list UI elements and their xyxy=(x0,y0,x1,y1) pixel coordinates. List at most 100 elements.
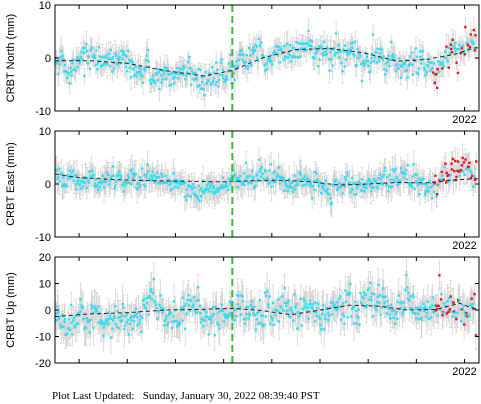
data-point xyxy=(101,56,104,59)
data-point xyxy=(289,44,292,47)
data-point xyxy=(151,170,154,173)
data-point xyxy=(270,60,273,63)
data-point xyxy=(389,178,392,182)
data-point xyxy=(360,178,364,181)
data-point xyxy=(62,57,65,61)
data-point xyxy=(369,61,373,64)
data-point xyxy=(256,174,259,177)
data-point xyxy=(167,72,170,76)
data-point xyxy=(66,175,70,179)
data-point xyxy=(155,175,159,179)
data-point xyxy=(200,75,204,79)
data-point xyxy=(293,174,296,177)
data-point xyxy=(280,179,284,183)
data-point xyxy=(408,63,411,67)
data-point xyxy=(470,40,474,44)
data-point xyxy=(297,42,301,45)
data-point xyxy=(182,182,186,185)
data-point xyxy=(323,189,327,192)
data-point xyxy=(222,76,225,80)
data-point xyxy=(390,55,394,58)
data-point xyxy=(102,63,105,67)
data-point xyxy=(429,181,432,185)
data-point xyxy=(261,53,264,57)
data-point xyxy=(433,190,436,194)
data-point xyxy=(353,193,356,196)
data-point xyxy=(212,77,215,80)
data-point xyxy=(110,176,113,179)
data-point xyxy=(61,54,64,58)
data-point xyxy=(292,46,296,50)
data-point xyxy=(288,184,291,188)
data-point xyxy=(244,178,247,181)
data-point xyxy=(417,67,421,70)
data-point xyxy=(380,48,383,51)
data-point xyxy=(259,175,263,178)
data-point xyxy=(268,57,272,61)
data-point xyxy=(403,62,406,65)
data-point xyxy=(57,72,60,75)
data-point xyxy=(431,184,434,187)
data-point xyxy=(202,191,206,195)
data-point xyxy=(250,182,253,185)
recent-data-point xyxy=(435,193,439,196)
data-point xyxy=(364,186,368,190)
recent-data-point xyxy=(434,174,437,177)
data-point xyxy=(410,182,413,185)
data-point xyxy=(116,62,119,66)
data-point xyxy=(57,167,61,170)
data-point xyxy=(419,55,422,59)
data-point xyxy=(369,190,373,193)
data-point xyxy=(169,189,172,192)
data-point xyxy=(273,50,276,53)
data-point xyxy=(170,180,174,183)
data-point xyxy=(422,66,426,70)
data-point xyxy=(96,62,100,65)
data-point xyxy=(319,44,322,48)
data-point xyxy=(383,166,387,169)
data-point xyxy=(94,178,97,181)
recent-data-point xyxy=(435,72,438,76)
data-point xyxy=(121,57,124,61)
data-point xyxy=(122,190,125,193)
data-point xyxy=(232,72,235,75)
data-point xyxy=(313,188,316,191)
data-point xyxy=(57,176,60,179)
data-point xyxy=(237,58,240,62)
data-point xyxy=(394,167,397,171)
data-point xyxy=(411,63,414,66)
data-point xyxy=(315,51,319,54)
data-point xyxy=(165,181,168,184)
data-point xyxy=(180,182,184,186)
data-point xyxy=(144,69,147,72)
data-point xyxy=(421,50,425,53)
data-point xyxy=(392,170,396,173)
data-point xyxy=(430,197,434,200)
recent-data-point xyxy=(468,45,472,49)
data-point xyxy=(346,53,349,56)
data-point xyxy=(217,78,221,82)
data-point xyxy=(74,183,77,186)
data-point xyxy=(420,182,423,185)
data-point xyxy=(93,53,96,56)
data-point xyxy=(106,57,110,60)
data-point xyxy=(183,181,187,185)
data-point xyxy=(70,171,73,175)
data-point xyxy=(447,46,450,49)
data-point xyxy=(76,56,79,59)
data-point xyxy=(455,47,459,51)
data-point xyxy=(336,49,340,52)
data-point xyxy=(424,73,427,77)
data-point xyxy=(164,69,167,73)
data-point xyxy=(201,80,204,84)
data-point xyxy=(461,170,465,173)
data-point xyxy=(453,46,456,50)
data-point xyxy=(252,46,255,49)
data-point xyxy=(397,67,400,70)
data-point xyxy=(171,187,174,190)
data-point xyxy=(326,47,330,51)
data-point xyxy=(399,76,403,79)
data-point xyxy=(429,61,433,64)
data-point xyxy=(84,177,88,180)
recent-data-point xyxy=(447,173,451,177)
